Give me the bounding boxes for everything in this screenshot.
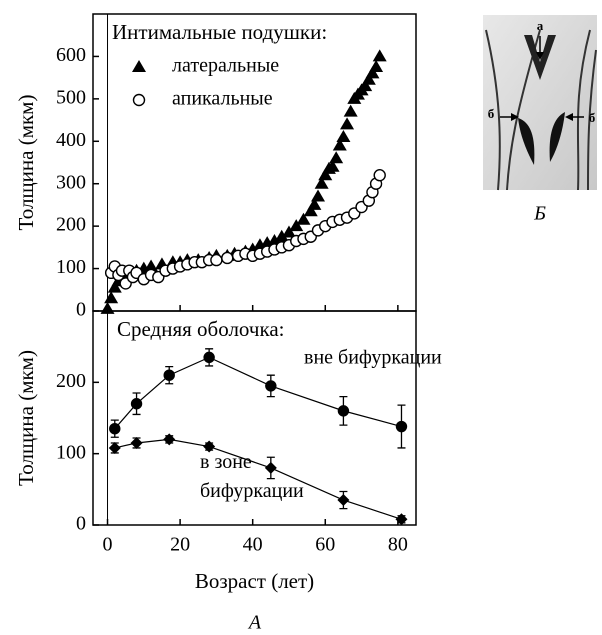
inset-caption: Б bbox=[533, 203, 546, 225]
legend-label: латеральные bbox=[172, 55, 279, 77]
series-label: вне бифуркации bbox=[304, 347, 442, 369]
legend-title: Интимальные подушки: bbox=[112, 20, 327, 44]
marker-triangle bbox=[314, 176, 329, 189]
inset-label: а bbox=[537, 18, 544, 33]
marker-triangle bbox=[325, 159, 340, 172]
x-axis-label: Возраст (лет) bbox=[195, 569, 314, 593]
x-tick-label: 80 bbox=[388, 534, 408, 556]
legend-label: апикальные bbox=[172, 88, 273, 110]
marker-triangle bbox=[372, 49, 387, 62]
y-tick-label: 100 bbox=[56, 441, 86, 463]
y-tick-label: 100 bbox=[56, 256, 86, 278]
marker-triangle bbox=[336, 130, 351, 143]
marker-circle bbox=[163, 369, 175, 381]
inset-label: б bbox=[589, 110, 596, 125]
marker-circle bbox=[265, 380, 277, 392]
y-tick-label: 600 bbox=[56, 44, 86, 66]
marker-triangle bbox=[369, 60, 384, 73]
marker-triangle bbox=[318, 168, 333, 181]
inset: а б б bbox=[483, 15, 597, 191]
y-axis-label: Толщина (мкм) bbox=[14, 350, 38, 486]
marker-circle bbox=[373, 169, 386, 182]
marker-triangle bbox=[343, 104, 358, 117]
marker-triangle bbox=[365, 66, 380, 79]
inset-label: б bbox=[488, 106, 495, 121]
arrow-head bbox=[511, 113, 519, 121]
marker-circle bbox=[337, 405, 350, 417]
marker-triangle bbox=[289, 219, 304, 232]
marker-circle bbox=[109, 423, 121, 435]
marker-triangle bbox=[144, 259, 159, 272]
marker-triangle bbox=[311, 189, 326, 202]
cushion-a bbox=[524, 35, 556, 80]
series-label: в зоне бифуркации bbox=[200, 451, 304, 502]
cushion-b bbox=[549, 112, 565, 162]
marker-triangle bbox=[107, 280, 122, 293]
marker-diamond bbox=[337, 494, 350, 507]
legend-marker bbox=[132, 60, 146, 72]
x-tick-label: 40 bbox=[243, 534, 263, 556]
y-tick-label: 200 bbox=[56, 214, 86, 236]
y-tick-label: 500 bbox=[56, 86, 86, 108]
y-tick-label: 0 bbox=[76, 299, 86, 321]
marker-triangle bbox=[104, 291, 119, 304]
marker-triangle bbox=[358, 79, 373, 92]
marker-triangle bbox=[361, 72, 376, 85]
marker-circle bbox=[395, 420, 408, 433]
plot-frame bbox=[92, 310, 417, 526]
y-tick-label: 400 bbox=[56, 129, 86, 151]
marker-diamond bbox=[395, 513, 408, 526]
y-tick-label: 300 bbox=[56, 171, 86, 193]
cushion-b bbox=[518, 118, 535, 165]
marker-circle bbox=[210, 253, 223, 267]
marker-triangle bbox=[274, 229, 289, 242]
marker-diamond bbox=[163, 433, 176, 446]
marker-triangle bbox=[332, 138, 347, 151]
marker-triangle bbox=[296, 212, 311, 225]
y-tick-label: 0 bbox=[76, 513, 86, 535]
arrow-head bbox=[536, 52, 544, 60]
x-tick-label: 0 bbox=[103, 534, 113, 556]
marker-triangle bbox=[303, 204, 318, 217]
x-tick-label: 20 bbox=[170, 534, 190, 556]
marker-triangle bbox=[340, 117, 355, 130]
panel-label: А bbox=[247, 612, 262, 634]
marker-diamond bbox=[203, 440, 216, 453]
arrow-head bbox=[565, 113, 573, 121]
x-tick-label: 60 bbox=[315, 534, 335, 556]
y-axis-label: Толщина (мкм) bbox=[14, 95, 38, 231]
marker-circle bbox=[130, 398, 143, 410]
series-label-box: в зоне бифуркации bbox=[200, 451, 304, 502]
marker-triangle bbox=[307, 197, 322, 210]
marker-circle bbox=[203, 351, 215, 364]
y-tick-label: 200 bbox=[56, 370, 86, 392]
legend-marker bbox=[132, 93, 146, 107]
marker-circle bbox=[221, 251, 234, 265]
marker-diamond bbox=[130, 436, 143, 449]
legend-title: Средняя оболочка: bbox=[117, 317, 285, 341]
marker-diamond bbox=[108, 441, 121, 454]
marker-triangle bbox=[329, 151, 344, 164]
marker-diamond bbox=[264, 461, 277, 474]
marker-triangle bbox=[281, 225, 296, 238]
